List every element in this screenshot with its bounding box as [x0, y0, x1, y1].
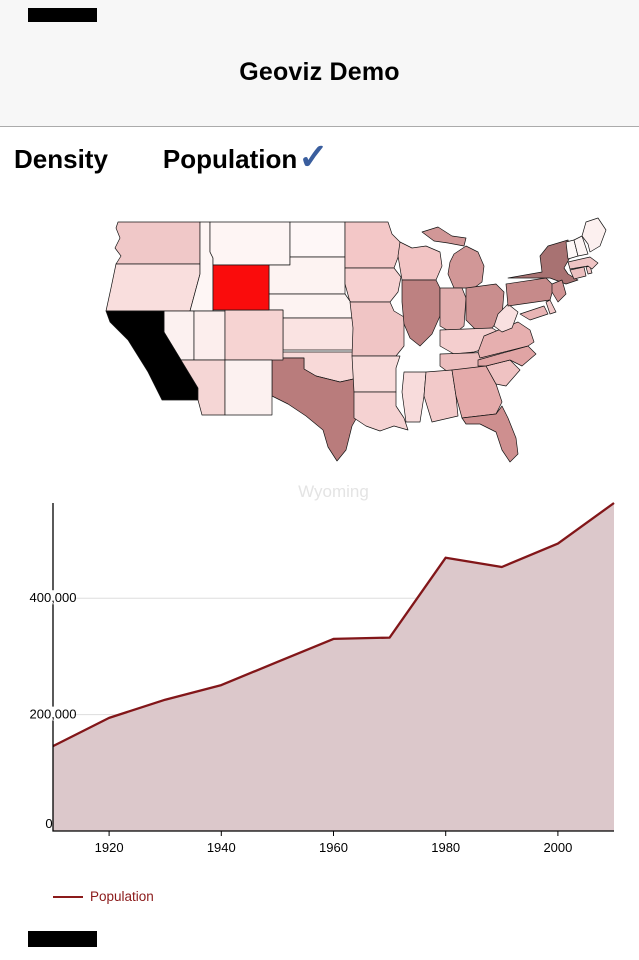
svg-text:400,000: 400,000 — [30, 590, 77, 605]
svg-text:1940: 1940 — [207, 840, 236, 855]
state-louisiana[interactable] — [353, 391, 409, 432]
state-minnesota[interactable] — [344, 221, 401, 269]
svg-text:1960: 1960 — [319, 840, 348, 855]
state-maine[interactable] — [581, 217, 607, 253]
state-wisconsin[interactable] — [397, 241, 443, 281]
page-title: Geoviz Demo — [239, 58, 400, 86]
state-illinois[interactable] — [401, 279, 441, 347]
state-new-york[interactable] — [507, 239, 579, 285]
tab-density-label: Density — [14, 144, 108, 174]
state-oregon[interactable] — [105, 263, 201, 312]
state-wyoming[interactable] — [212, 264, 270, 311]
svg-text:200,000: 200,000 — [30, 707, 77, 722]
population-area-chart: 1920 1940 1960 1980 2000 0 200,000 400,000 — [0, 490, 639, 860]
state-missouri[interactable] — [349, 301, 405, 357]
state-new-jersey[interactable] — [551, 279, 567, 303]
metric-tabs: Density Population ✓ — [14, 135, 329, 177]
state-california[interactable] — [105, 310, 199, 401]
state-massachusetts[interactable] — [567, 256, 599, 270]
state-delaware[interactable] — [545, 299, 557, 315]
status-bar-redaction-top — [28, 8, 97, 22]
legend-item-population[interactable]: Population — [53, 889, 154, 904]
legend-line-swatch — [53, 895, 83, 898]
status-bar-redaction-bottom — [28, 931, 97, 947]
state-montana[interactable] — [209, 221, 291, 266]
tab-density[interactable]: Density — [14, 144, 108, 175]
state-iowa[interactable] — [344, 267, 402, 303]
legend-label: Population — [90, 889, 154, 904]
app-header: Geoviz Demo — [0, 0, 639, 127]
svg-text:1920: 1920 — [95, 840, 124, 855]
tab-population-label: Population — [162, 144, 298, 174]
state-new-hampshire[interactable] — [573, 235, 589, 257]
state-michigan[interactable] — [421, 226, 485, 289]
svg-text:2000: 2000 — [543, 840, 572, 855]
checkmark-icon: ✓ — [298, 135, 329, 177]
state-mississippi[interactable] — [401, 371, 427, 423]
state-maryland[interactable] — [519, 305, 549, 321]
chart-title-selected-state: Wyoming — [298, 482, 369, 501]
state-virginia[interactable] — [477, 321, 535, 359]
state-kansas[interactable] — [282, 317, 357, 351]
state-florida[interactable] — [461, 405, 519, 463]
us-choropleth-map — [100, 210, 635, 470]
state-arkansas[interactable] — [351, 355, 401, 393]
state-new-mexico[interactable] — [224, 359, 273, 416]
state-north-dakota[interactable] — [289, 221, 346, 258]
tab-population[interactable]: Population ✓ — [162, 135, 329, 177]
state-connecticut[interactable] — [569, 266, 587, 280]
svg-text:0: 0 — [45, 816, 52, 831]
state-pennsylvania[interactable] — [505, 277, 555, 307]
state-utah[interactable] — [193, 310, 226, 361]
state-washington[interactable] — [114, 221, 201, 265]
svg-text:1980: 1980 — [431, 840, 460, 855]
state-colorado[interactable] — [224, 309, 284, 361]
state-north-carolina[interactable] — [477, 345, 537, 367]
state-indiana[interactable] — [439, 287, 467, 335]
